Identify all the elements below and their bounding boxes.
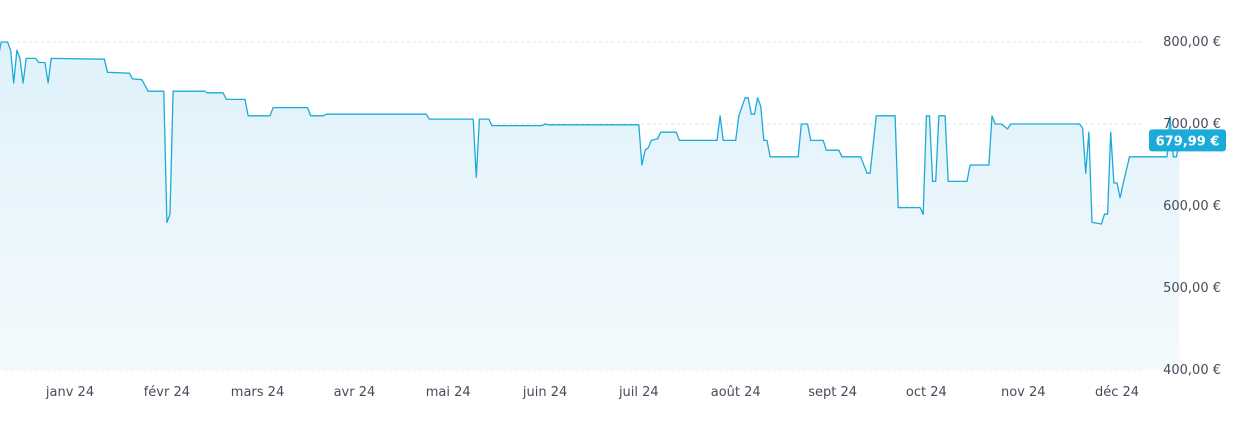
- x-tick-label: nov 24: [1001, 385, 1046, 400]
- current-price-badge: 679,99 €: [1149, 129, 1226, 152]
- y-tick-label: 700,00 €: [1163, 117, 1221, 132]
- y-tick-label: 600,00 €: [1163, 199, 1221, 214]
- x-tick-label: oct 24: [906, 385, 947, 400]
- current-price-badge-bg: [1149, 129, 1226, 152]
- x-tick-label: août 24: [711, 385, 761, 400]
- x-tick-label: juin 24: [522, 385, 567, 400]
- x-tick-label: juil 24: [618, 385, 659, 400]
- y-tick-label: 400,00 €: [1163, 363, 1221, 378]
- x-tick-label: mars 24: [231, 385, 284, 400]
- x-axis-ticks: janv 24 févr 24 mars 24 avr 24 mai 24 juin 24…: [45, 385, 1139, 400]
- y-axis-ticks: 800,00 € 700,00 € 600,00 € 500,00 € 400,00 €: [1163, 35, 1221, 378]
- x-tick-label: mai 24: [426, 385, 471, 400]
- current-price-label: 679,99 €: [1156, 134, 1220, 149]
- x-tick-label: févr 24: [144, 385, 190, 400]
- price-area-fill: [0, 42, 1180, 370]
- x-tick-label: sept 24: [808, 385, 857, 400]
- x-tick-label: déc 24: [1095, 385, 1139, 400]
- price-series-line: [0, 41, 1181, 225]
- y-tick-label: 500,00 €: [1163, 281, 1221, 296]
- x-tick-label: janv 24: [45, 385, 94, 400]
- y-tick-label: 800,00 €: [1163, 35, 1221, 50]
- x-tick-label: avr 24: [334, 385, 376, 400]
